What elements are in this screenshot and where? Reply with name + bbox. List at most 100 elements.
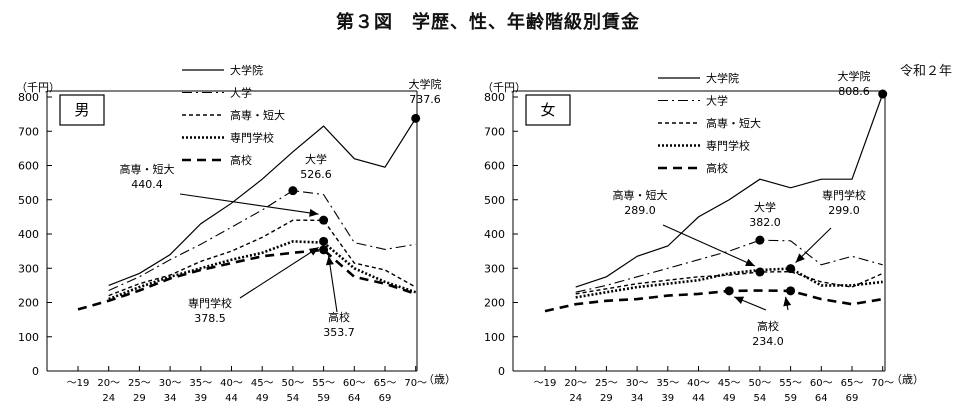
y-axis-label: （千円） — [482, 81, 526, 94]
x-tick-label: 20～ — [97, 378, 120, 389]
annotation-arrowhead — [734, 296, 745, 304]
annotation-arrow — [328, 255, 338, 313]
chart-female: 0 100 200 300 400 500 600 700 800（千円） ～19 20～ 24 25～… — [482, 69, 924, 404]
x-tick-label: 35～ — [656, 378, 679, 389]
y-tick-label: 300 — [484, 262, 505, 275]
x-tick-label: 55～ — [779, 378, 802, 389]
x-tick-label: ～19 — [67, 378, 90, 389]
x-tick-label: 49 — [723, 393, 736, 404]
x-tick-label: 59 — [317, 393, 330, 404]
annotation-arrowhead — [325, 255, 334, 266]
x-tick-label: 39 — [194, 393, 207, 404]
annotation-arrowhead — [745, 258, 755, 267]
x-tick-label: 24 — [102, 393, 115, 404]
x-tick-label: 55～ — [312, 378, 335, 389]
y-tick-label: 100 — [484, 331, 505, 344]
annotation-arrowhead — [783, 296, 792, 307]
x-tick-label: 70～ — [404, 378, 427, 389]
annotation-arrowhead — [309, 208, 319, 217]
annotation-label: 高専・短大 — [613, 188, 668, 202]
y-tick-label: 200 — [484, 297, 505, 310]
y-tick-label: 600 — [18, 160, 39, 173]
legend-label: 高専・短大 — [230, 108, 285, 122]
annotation-arrow — [179, 193, 319, 215]
annotation-value: 808.6 — [838, 85, 870, 98]
series-line — [575, 93, 884, 288]
era-label: 令和２年 — [900, 64, 953, 79]
x-tick-label: 40～ — [687, 378, 710, 389]
x-tick-label: 69 — [846, 393, 859, 404]
x-tick-label: 25～ — [595, 378, 618, 389]
highlight-point — [755, 267, 765, 277]
annotation-value: 526.6 — [300, 168, 332, 181]
panel-label-box — [59, 94, 105, 126]
y-tick-label: 800 — [18, 91, 39, 104]
annotation-value: 382.0 — [749, 216, 781, 229]
x-tick-label: 39 — [661, 393, 674, 404]
annotation-value: 299.0 — [828, 204, 860, 217]
x-tick-label: 44 — [225, 393, 238, 404]
x-tick-label: 64 — [815, 393, 828, 404]
highlight-point — [878, 89, 888, 99]
highlight-point — [319, 215, 329, 225]
legend-label: 大学 — [230, 86, 252, 100]
x-tick-label: 25～ — [128, 378, 151, 389]
x-axis-label: （歳） — [891, 373, 924, 386]
y-tick-label: 0 — [32, 365, 39, 378]
x-tick-label: 44 — [692, 393, 705, 404]
legend-label: 大学院 — [706, 71, 739, 85]
x-tick-label: 20～ — [564, 378, 587, 389]
x-tick-label: 45～ — [718, 378, 741, 389]
y-tick-label: 500 — [18, 194, 39, 207]
highlight-point — [411, 113, 421, 123]
highlight-point — [786, 264, 796, 274]
y-tick-label: 500 — [484, 194, 505, 207]
annotation-label: 高専・短大 — [120, 162, 175, 176]
figure-title: 第３図 学歴、性、年齢階級別賃金 — [336, 12, 640, 33]
x-tick-label: 29 — [133, 393, 146, 404]
x-tick-label: ～19 — [534, 378, 557, 389]
annotation-label: 大学 — [754, 200, 776, 214]
series-line — [108, 118, 417, 286]
legend-label: 専門学校 — [706, 139, 750, 153]
x-tick-label: 50～ — [749, 378, 772, 389]
y-tick-label: 300 — [18, 262, 39, 275]
x-tick-label: 60～ — [810, 378, 833, 389]
annotation-value: 737.6 — [409, 93, 441, 106]
x-tick-label: 49 — [256, 393, 269, 404]
legend-label: 専門学校 — [230, 131, 274, 145]
legend-label: 高専・短大 — [706, 116, 761, 130]
y-tick-label: 400 — [484, 228, 505, 241]
y-tick-label: 700 — [18, 125, 39, 138]
series-line — [108, 219, 417, 297]
x-tick-label: 60～ — [343, 378, 366, 389]
x-tick-label: 64 — [348, 393, 361, 404]
x-tick-label: 30～ — [159, 378, 182, 389]
legend-label: 大学 — [706, 94, 728, 108]
series-line — [544, 289, 883, 313]
y-tick-label: 600 — [484, 160, 505, 173]
y-tick-label: 800 — [484, 91, 505, 104]
annotation-arrow — [239, 246, 319, 299]
x-tick-label: 70～ — [871, 378, 894, 389]
annotation-value: 378.5 — [194, 312, 226, 325]
x-tick-label: 34 — [164, 393, 177, 404]
x-tick-label: 65～ — [841, 378, 864, 389]
legend-label: 高校 — [230, 153, 252, 167]
highlight-point — [755, 235, 765, 245]
annotation-value: 440.4 — [131, 178, 163, 191]
annotation-value: 353.7 — [323, 326, 355, 339]
y-tick-label: 200 — [18, 297, 39, 310]
x-tick-label: 59 — [784, 393, 797, 404]
annotation-label: 専門学校 — [188, 296, 232, 310]
highlight-point — [288, 186, 298, 196]
annotation-label: 高校 — [757, 319, 779, 333]
highlight-point — [319, 245, 329, 255]
annotation-value: 289.0 — [624, 204, 656, 217]
x-axis-label: （歳） — [423, 373, 456, 386]
y-tick-label: 100 — [18, 331, 39, 344]
annotation-label: 高校 — [328, 310, 350, 324]
x-tick-label: 40～ — [220, 378, 243, 389]
series-line — [108, 240, 417, 301]
annotation-label: 大学院 — [838, 69, 871, 83]
